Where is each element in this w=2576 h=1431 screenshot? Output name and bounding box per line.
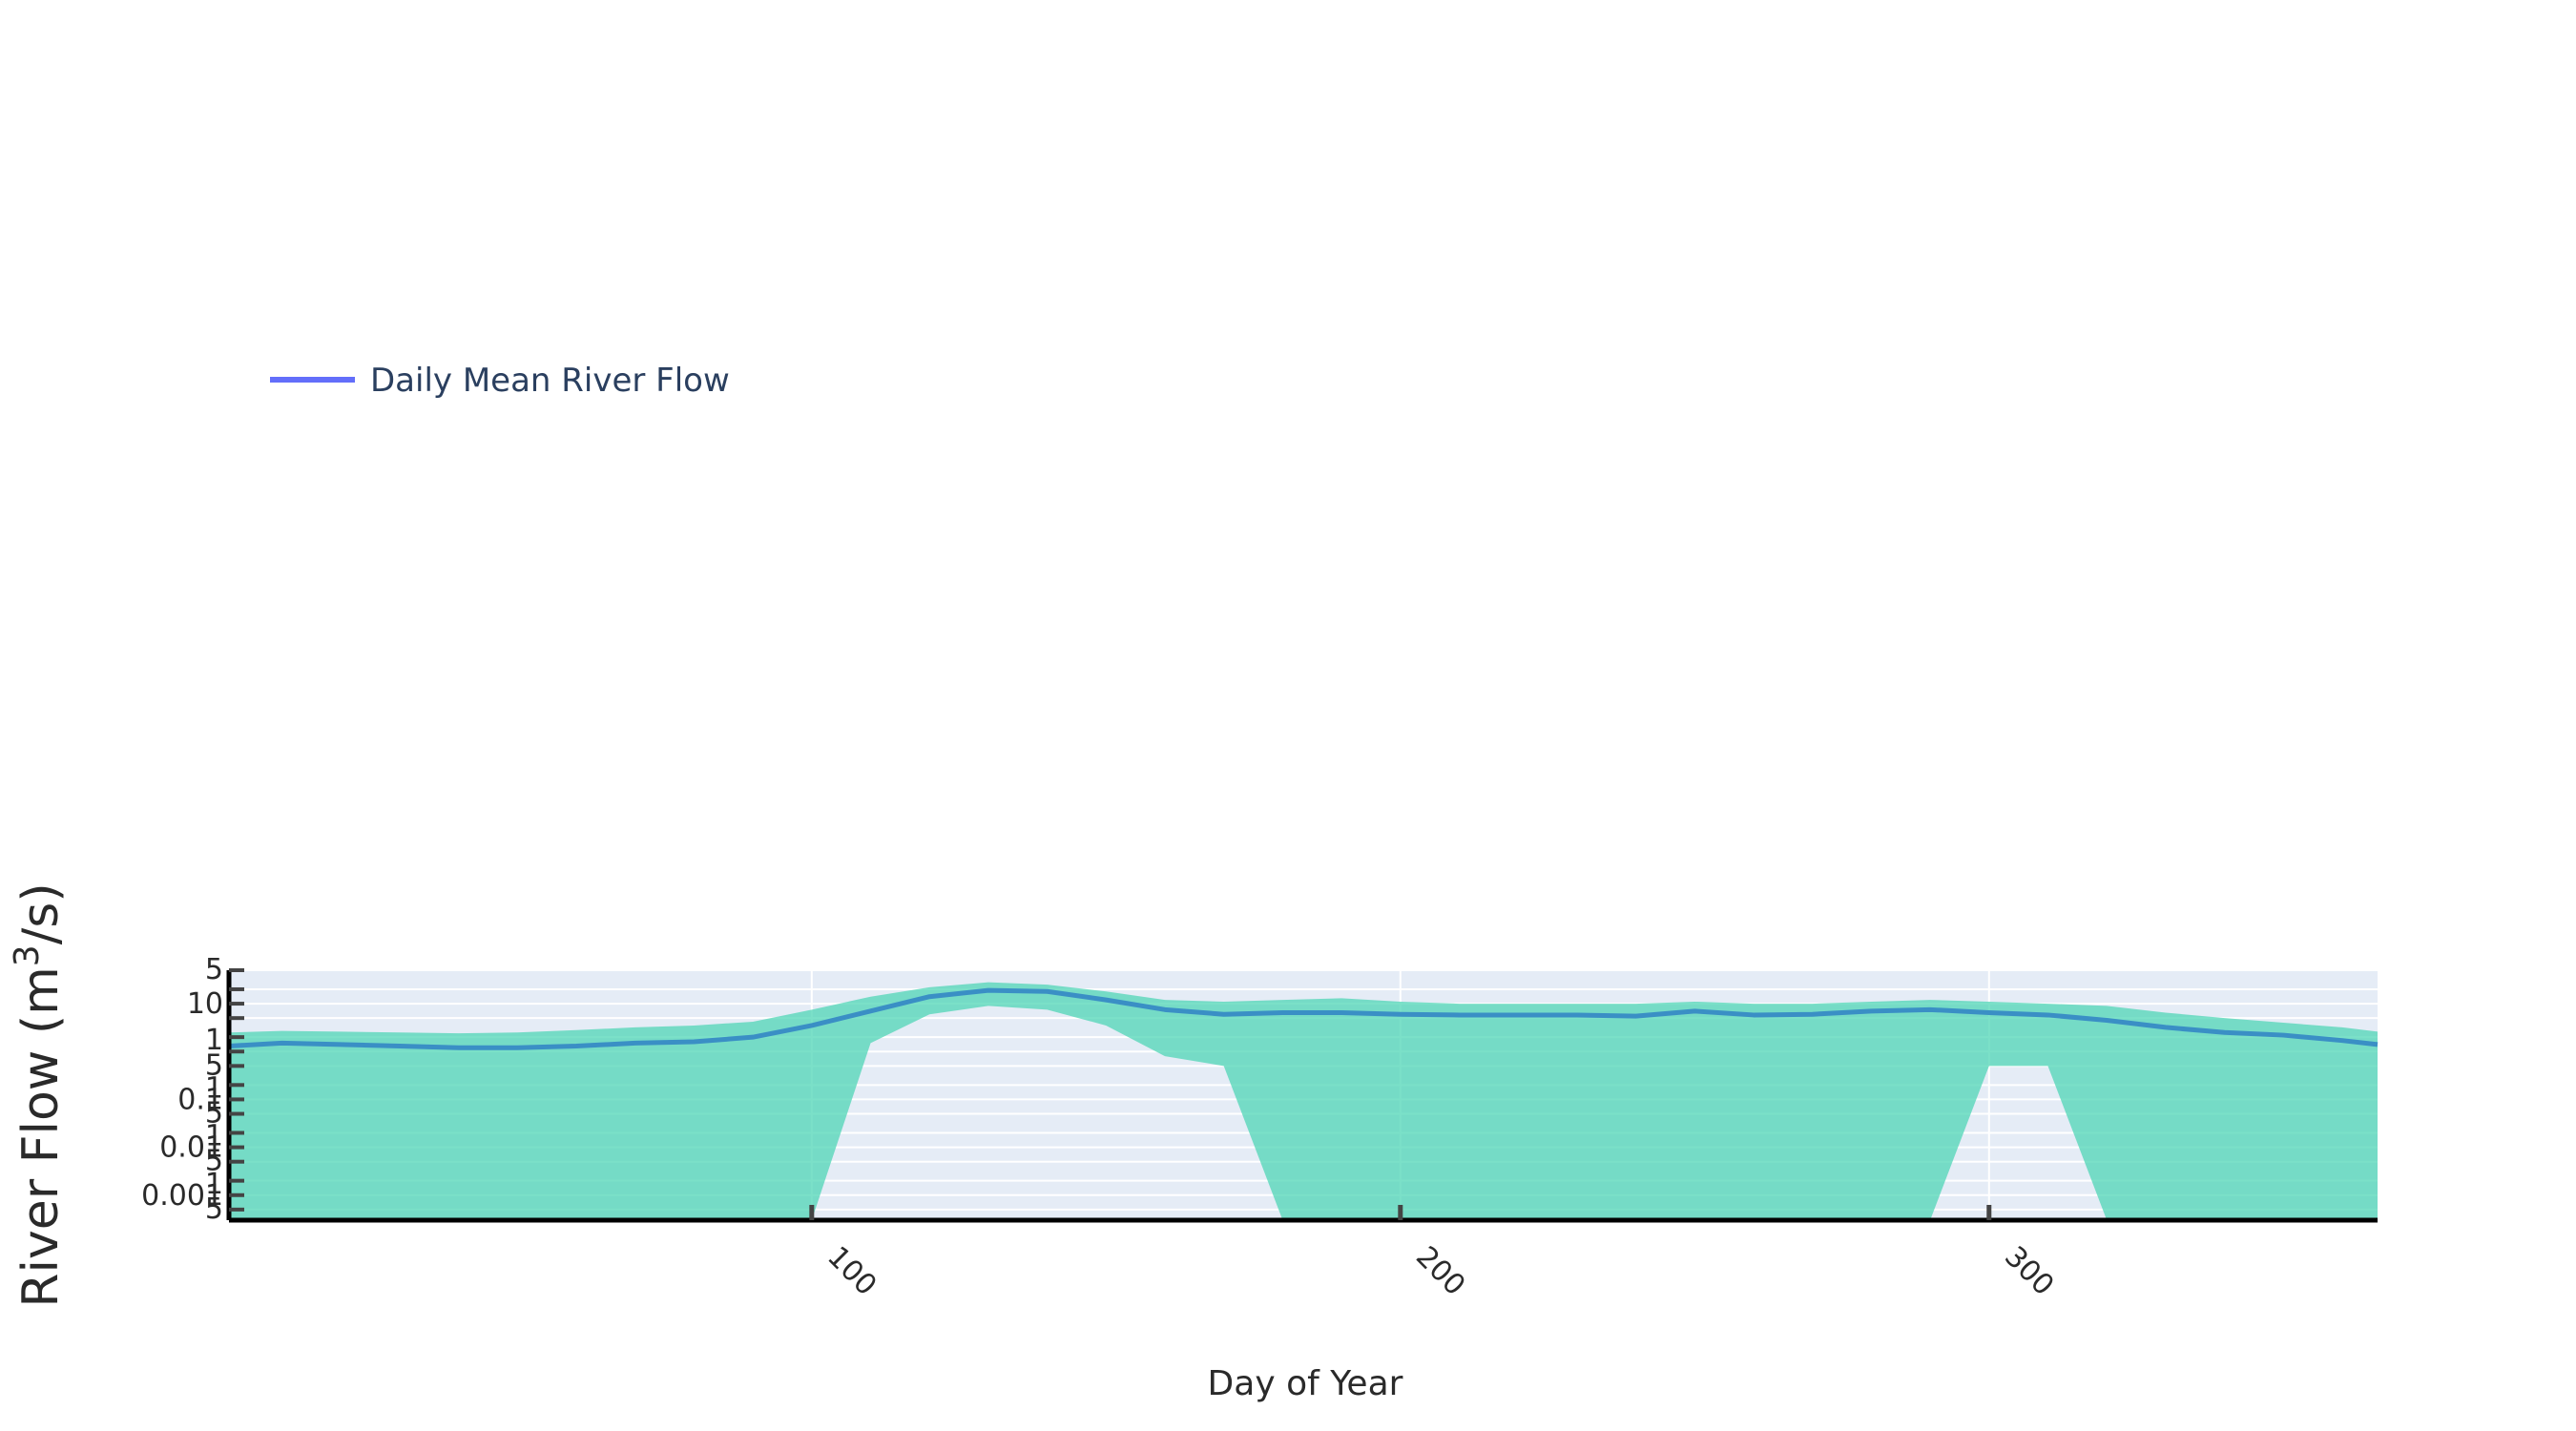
y-tick-label-minor: 5 bbox=[205, 1145, 223, 1178]
y-axis-title-base: River Flow (m bbox=[12, 966, 70, 1307]
y-axis-title-tail: /s) bbox=[12, 882, 70, 944]
y-tick-label-minor: 5 bbox=[205, 953, 223, 986]
y-axis-title-superscript: 3 bbox=[8, 944, 47, 966]
legend-entry-label[interactable]: Daily Mean River Flow bbox=[370, 362, 730, 400]
y-tick-label-major: 10 bbox=[187, 987, 223, 1021]
daily-mean-flow-line bbox=[228, 987, 2379, 1050]
x-axis-title: Day of Year bbox=[1208, 1364, 1403, 1403]
y-tick-label-major: 0.01 bbox=[159, 1131, 223, 1165]
y-axis-title: River Flow (m3/s) bbox=[8, 882, 70, 1307]
y-tick-label-minor: 5 bbox=[205, 1048, 223, 1082]
y-tick-label-minor: 5 bbox=[205, 1192, 223, 1226]
legend[interactable]: Daily Mean River Flow bbox=[270, 362, 730, 400]
y-tick-label-minor: 5 bbox=[205, 1097, 223, 1130]
flow-range-band bbox=[229, 982, 2378, 1220]
y-tick-label-major: 0.1 bbox=[177, 1083, 223, 1116]
y-tick-label-one: 1 bbox=[205, 1120, 223, 1153]
y-tick-label-major: 0.001 bbox=[141, 1179, 223, 1213]
y-tick-label-one: 1 bbox=[205, 1071, 223, 1105]
y-tick-label-one: 1 bbox=[205, 1024, 223, 1057]
y-tick-label-one: 1 bbox=[205, 1168, 223, 1201]
